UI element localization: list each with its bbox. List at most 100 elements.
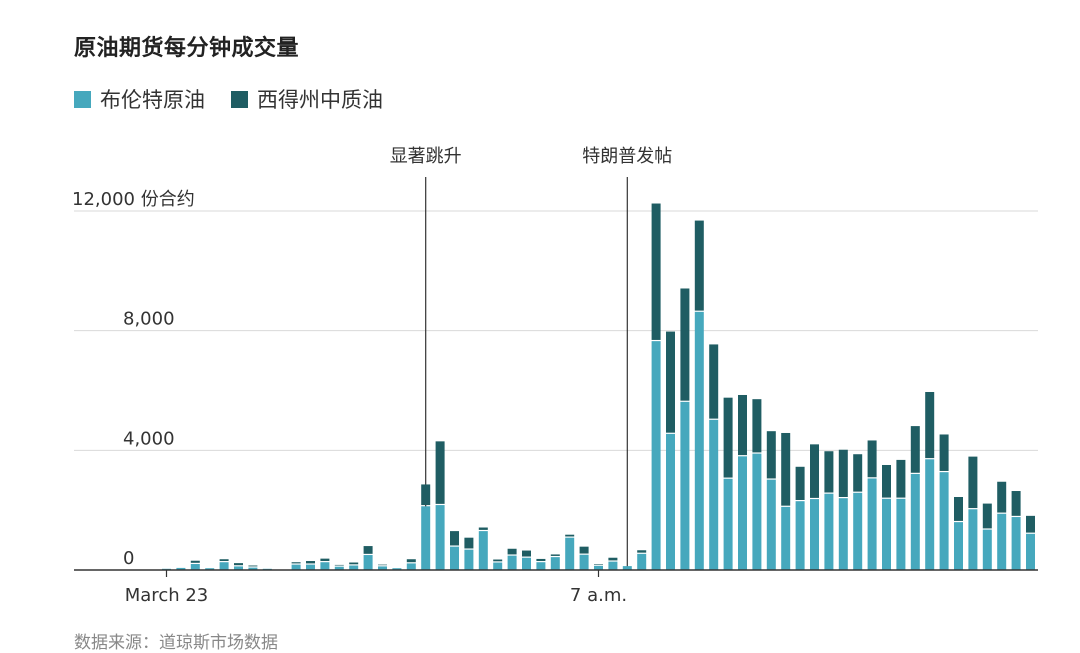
bar-wti: [334, 564, 344, 566]
bar-brent: [666, 433, 675, 570]
bar-wti: [522, 550, 531, 557]
bar-wti: [406, 559, 416, 563]
bar-brent: [450, 546, 459, 570]
bar-brent: [320, 562, 330, 570]
legend-label-wti: 西得州中质油: [257, 88, 383, 112]
bar-wti: [766, 431, 776, 479]
bar-brent: [982, 529, 992, 570]
bar-wti: [320, 558, 330, 562]
bar-brent: [234, 566, 243, 570]
bar-brent: [637, 553, 647, 570]
bar-wti: [536, 558, 546, 562]
bar-wti: [738, 394, 747, 456]
bar-brent: [910, 473, 920, 570]
bar-brent: [723, 478, 733, 570]
bar-wti: [896, 459, 906, 498]
bar-wti: [968, 456, 978, 509]
bar-wti: [723, 397, 733, 478]
bar-wti: [694, 220, 704, 311]
bar-wti: [1026, 515, 1035, 533]
bar-brent: [421, 506, 431, 570]
bar-wti: [291, 562, 301, 564]
bar-wti: [464, 537, 474, 549]
bar-wti: [810, 444, 819, 498]
bar-brent: [795, 501, 805, 570]
bar-brent: [579, 554, 589, 570]
bar-wti: [680, 288, 690, 401]
bar-brent: [680, 401, 690, 570]
bar-brent: [248, 567, 258, 570]
bar-brent: [766, 479, 776, 570]
bar-brent: [622, 566, 632, 570]
bar-wti: [867, 440, 877, 478]
bar-brent: [867, 478, 877, 570]
source-note: 数据来源：道琼斯市场数据: [74, 633, 278, 653]
bar-brent: [1011, 517, 1021, 570]
bar-brent: [536, 562, 546, 570]
volume-chart: 0 4,000 8,000 12,000 份合约 显著跳升 特朗普发帖 March 23 7 …: [72, 146, 1038, 606]
bar-wti: [954, 497, 963, 521]
bar-brent: [306, 564, 315, 570]
bar-wti: [910, 426, 920, 473]
chart-title: 原油期货每分钟成交量: [74, 36, 300, 61]
bar-wti: [1011, 491, 1021, 516]
bar-wti: [709, 344, 719, 419]
bar-wti: [248, 565, 258, 567]
bar-brent: [190, 564, 200, 570]
bar-wti: [306, 561, 315, 564]
bar-brent: [752, 453, 762, 570]
bar-wti: [421, 484, 431, 506]
bar-brent: [291, 564, 301, 570]
bar-wti: [608, 557, 618, 561]
bar-brent: [464, 549, 474, 570]
bar-wti: [579, 546, 589, 554]
bar-wti: [234, 563, 243, 566]
legend-label-brent: 布伦特原油: [100, 88, 205, 112]
bar-brent: [205, 568, 215, 570]
bar-wti: [795, 466, 805, 500]
bar-wti: [594, 564, 603, 565]
bar-wti: [882, 464, 891, 498]
bar-wti: [550, 554, 560, 556]
bar-brent: [1026, 533, 1035, 570]
legend-swatch-wti: [231, 90, 248, 108]
legend-item-wti: 西得州中质油: [231, 84, 383, 114]
annotation-label: 特朗普发帖: [582, 146, 672, 167]
bar-wti: [997, 481, 1007, 513]
bar-brent: [824, 493, 834, 570]
bar-wti: [507, 548, 517, 555]
bar-brent: [522, 557, 531, 570]
bar-wti: [982, 503, 992, 529]
y-tick-label: 4,000: [123, 428, 175, 449]
bar-brent: [507, 555, 517, 570]
bar-brent: [810, 499, 819, 570]
legend-item-brent: 布伦特原油: [74, 84, 205, 114]
bar-wti: [925, 391, 935, 459]
bar-brent: [651, 341, 661, 570]
bar-wti: [651, 203, 661, 340]
bar-brent: [363, 555, 373, 570]
bar-wti: [752, 399, 762, 453]
bar-brent: [392, 568, 402, 570]
bar-brent: [781, 506, 791, 570]
bar-brent: [594, 565, 603, 570]
bar-wti: [637, 550, 647, 553]
bar-brent: [435, 505, 445, 570]
bar-wti: [349, 562, 359, 565]
bar-brent: [896, 498, 906, 570]
bar-wti: [853, 454, 863, 492]
bar-wti: [478, 527, 488, 530]
y-tick-label: 12,000 份合约: [72, 189, 195, 210]
bar-wti: [838, 449, 848, 497]
bar-brent: [349, 565, 359, 570]
legend: 布伦特原油 西得州中质油: [74, 84, 409, 114]
bar-brent: [939, 472, 949, 570]
bar-brent: [493, 562, 503, 570]
y-tick-label: 8,000: [123, 309, 175, 330]
bar-brent: [838, 498, 848, 570]
bar-wti: [939, 434, 949, 471]
bar-brent: [997, 513, 1007, 570]
bar-brent: [176, 567, 186, 570]
bar-wti: [565, 534, 575, 537]
y-tick-label: 0: [123, 548, 134, 569]
